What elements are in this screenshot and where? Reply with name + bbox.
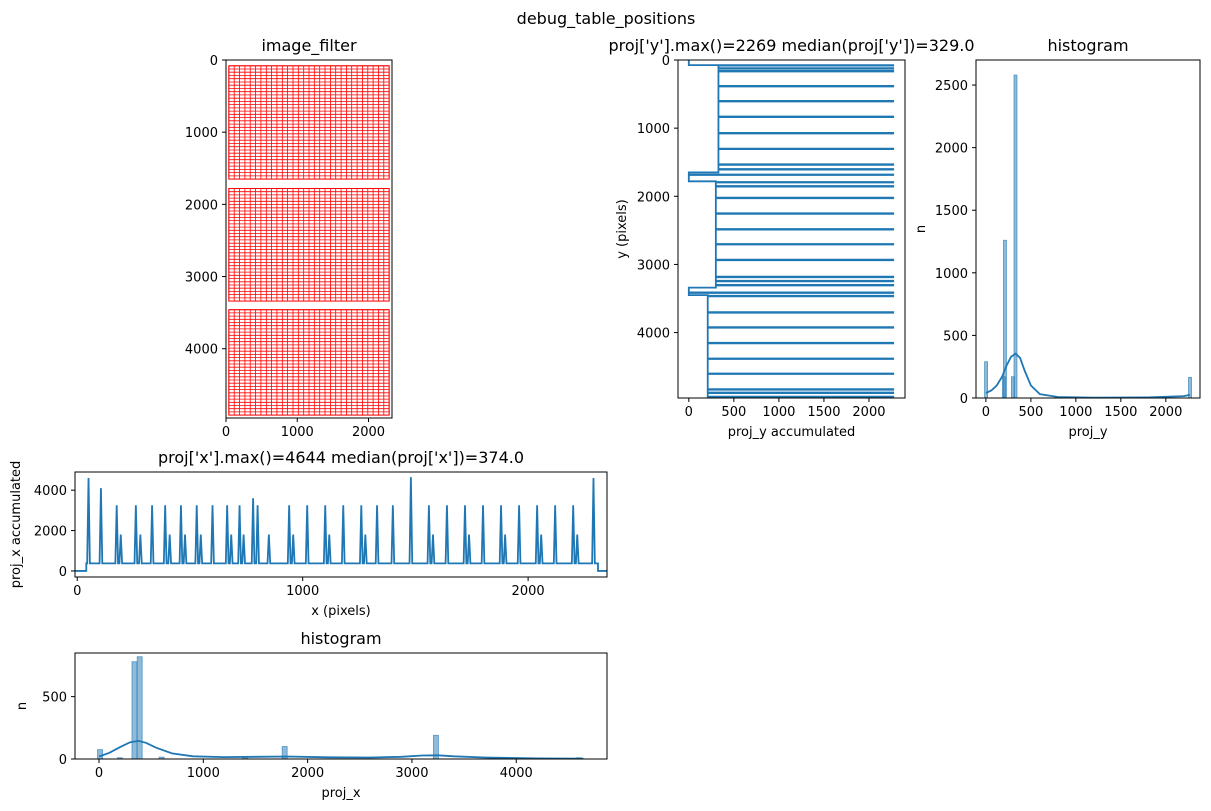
table-grid-lines (228, 65, 390, 180)
hist-y-frame (975, 59, 1201, 399)
hist-y-ytick-label: 2000 (935, 142, 968, 157)
figure-suptitle: debug_table_positions (517, 9, 696, 29)
proj-x-axes: 0 1000 2000 0 2000 4000 proj['x'].max()=4644 m… (9, 448, 545, 619)
hist-x-xtick-label: 2000 (291, 766, 324, 781)
proj-y-ylabel: y (pixels) (615, 199, 630, 259)
hist-x-frame (74, 652, 608, 760)
image-filter-ytick-label: 0 (210, 54, 218, 69)
proj-x-ytick-label: 2000 (34, 525, 67, 540)
proj-y-title: proj['y'].max()=2269 median(proj['y'])=3… (608, 36, 974, 55)
table-grid-lines (228, 188, 390, 302)
proj-y-xtick-label: 0 (685, 405, 693, 420)
proj-x-frame (74, 471, 608, 578)
hist-x-xtick-label: 3000 (395, 766, 428, 781)
proj-x-title: proj['x'].max()=4644 median(proj['x'])=3… (158, 448, 524, 467)
hist-x-xlabel: proj_x (321, 786, 360, 801)
proj-y-frame (677, 59, 906, 399)
hist-y-axes: 0 500 1000 1500 2000 0 500 1000 1500 2000 2500 hist… (914, 36, 1182, 440)
proj-x-xtick-label: 1000 (286, 584, 319, 599)
hist-y-xtick-label: 1000 (1059, 405, 1092, 420)
proj-y-ytick-label: 1000 (637, 122, 670, 137)
hist-y-xtick-label: 1500 (1104, 405, 1137, 420)
image-filter-ytick-label: 2000 (185, 198, 218, 213)
proj-y-ytick-label: 4000 (637, 327, 670, 342)
image-filter-ytick-label: 1000 (185, 126, 218, 141)
hist-x-kde-line (98, 739, 584, 760)
hist-x-bar (131, 661, 138, 760)
proj-y-ytick-label: 2000 (637, 190, 670, 205)
proj-y-xtick-label: 1500 (807, 405, 840, 420)
chart-panels: 0 1000 2000 0 1000 2000 3000 4000 image_filter 0 5… (9, 36, 1201, 801)
proj-x-xtick-label: 2000 (512, 584, 545, 599)
image-filter-frame (225, 59, 393, 419)
table-grid-lines (228, 309, 390, 416)
hist-y-title: histogram (1047, 36, 1128, 55)
hist-x-title: histogram (300, 629, 381, 648)
hist-x-xtick-label: 0 (95, 766, 103, 781)
proj-y-ytick-label: 3000 (637, 258, 670, 273)
hist-y-ytick-label: 0 (960, 392, 968, 407)
image-filter-xtick-label: 1000 (281, 425, 314, 440)
hist-y-ytick-label: 500 (943, 329, 968, 344)
proj-y-xtick-label: 500 (721, 405, 746, 420)
hist-y-xtick-label: 0 (982, 405, 990, 420)
hist-x-ylabel: n (15, 702, 30, 710)
hist-y-xtick-label: 500 (1018, 405, 1043, 420)
image-filter-xtick-label: 2000 (352, 425, 385, 440)
hist-y-xlabel: proj_y (1068, 425, 1107, 440)
hist-y-ytick-label: 1500 (935, 204, 968, 219)
image-filter-title: image_filter (261, 36, 356, 56)
proj-x-xtick-label: 0 (73, 584, 81, 599)
proj-x-ytick-label: 0 (59, 565, 67, 580)
proj-x-ytick-label: 4000 (34, 484, 67, 499)
hist-x-bars (97, 656, 582, 760)
proj-y-xlabel: proj_y accumulated (728, 425, 856, 440)
hist-y-xtick-label: 2000 (1149, 405, 1182, 420)
proj-x-series-line (75, 477, 607, 572)
hist-x-bar (136, 656, 143, 760)
hist-y-ytick-label: 1000 (935, 267, 968, 282)
proj-x-xlabel: x (pixels) (311, 604, 371, 619)
proj-y-xtick-label: 2000 (852, 405, 885, 420)
proj-x-ylabel: proj_x accumulated (9, 461, 24, 589)
image-filter-ytick-label: 4000 (185, 343, 218, 358)
hist-y-ytick-label: 2500 (935, 79, 968, 94)
hist-x-xtick-label: 1000 (187, 766, 220, 781)
image-filter-ytick-label: 3000 (185, 271, 218, 286)
hist-y-bars (984, 74, 1192, 399)
hist-x-bar (97, 749, 103, 760)
hist-x-ytick-label: 0 (59, 753, 67, 768)
image-filter-xtick-label: 0 (222, 425, 230, 440)
proj-y-ytick-label: 0 (662, 54, 670, 69)
proj-y-xtick-label: 1000 (762, 405, 795, 420)
hist-x-xtick-label: 4000 (500, 766, 533, 781)
hist-y-ylabel: n (914, 225, 929, 233)
hist-y-bar (1013, 74, 1018, 399)
hist-x-ytick-label: 500 (42, 691, 67, 706)
proj-y-axes: 0 500 1000 1500 2000 0 1000 2000 3000 4000 proj['y… (608, 36, 974, 440)
image-filter-tables (228, 65, 390, 416)
proj-y-series-line (687, 60, 895, 399)
hist-x-axes: 0 1000 2000 3000 4000 0 500 histogram proj_x n (15, 629, 533, 801)
image-filter-axes: 0 1000 2000 0 1000 2000 3000 4000 image_filter (185, 36, 385, 440)
